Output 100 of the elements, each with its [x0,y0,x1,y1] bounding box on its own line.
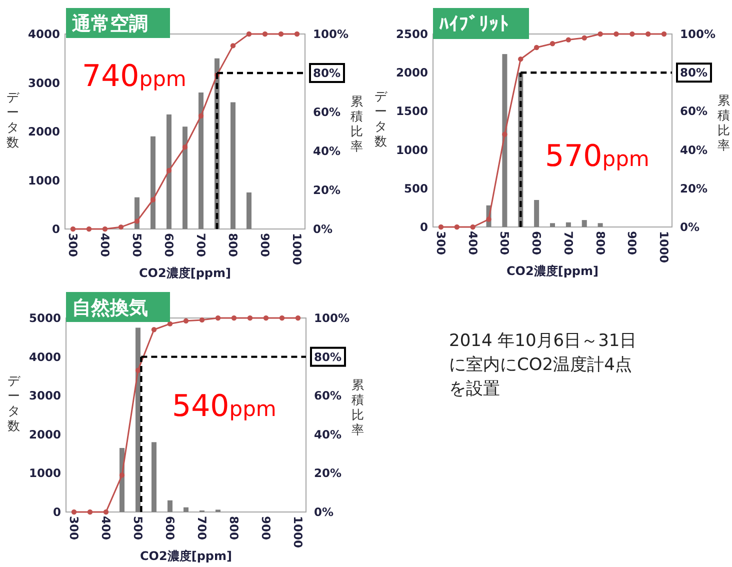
point [199,317,205,323]
y-tick-label: 3000 [28,388,61,403]
point [630,31,635,37]
x-tick-label: 500 [498,231,512,256]
point [438,224,444,230]
point [518,56,524,62]
bar [230,102,236,229]
bar [534,200,540,227]
point [246,31,252,37]
annotation: 540ppm [172,389,276,424]
bar [150,136,156,229]
point [183,318,189,324]
bar [598,223,603,227]
y-axis-title: データ数 [374,88,388,148]
bar [152,442,156,512]
x-axis-title: CO2濃度[ppm] [140,549,232,563]
x-tick-label: 600 [530,231,544,256]
y2-tick-label: 20% [314,466,342,480]
bar [550,223,555,227]
x-tick-label: 400 [99,516,113,540]
point [486,216,492,222]
x-tick-label: 300 [67,516,81,540]
point [661,31,667,37]
point [231,315,237,321]
point [550,41,556,46]
bar [566,222,571,227]
point [182,144,188,150]
point [454,224,460,230]
bar [582,220,587,227]
y2-tick-label: 80% [313,66,342,80]
y-tick-label: 2500 [396,27,428,41]
x-axis-title: CO2濃度[ppm] [138,266,232,280]
y2-tick-label: 60% [680,104,708,118]
x-tick-label: 400 [466,231,480,256]
y-axis-title: データ数 [8,373,22,433]
x-tick-label: 900 [625,231,640,256]
point [87,509,93,515]
point [102,226,108,232]
chart-title: 自然換気 [72,297,148,319]
point [294,31,300,37]
point [70,226,76,232]
y-tick-label: 1000 [28,466,61,480]
y2-tick-label: 60% [314,388,342,403]
y2-axis-title: 累積比率 [350,94,364,154]
x-tick-label: 700 [561,231,576,256]
y-tick-label: 0 [420,220,428,234]
y-tick-label: 4000 [28,350,61,364]
point [215,315,221,321]
point [118,224,124,230]
x-tick-label: 400 [98,233,112,258]
point [598,31,603,37]
x-tick-label: 500 [131,516,145,540]
y-tick-label: 1500 [396,104,428,118]
point [134,218,140,224]
y-tick-label: 0 [52,222,60,236]
point [150,197,156,202]
point [263,315,269,321]
y-tick-label: 5000 [28,311,61,325]
point [646,31,651,37]
point [166,168,172,174]
point [86,226,92,232]
y-tick-label: 2000 [396,66,428,80]
y2-tick-label: 100% [680,27,716,41]
point [119,472,125,478]
point [295,315,301,321]
y-tick-label: 1000 [28,173,60,188]
point [534,44,540,50]
x-tick-label: 900 [259,516,273,540]
point [502,132,508,137]
point [279,315,285,321]
y2-axis-title: 累積比率 [352,377,364,437]
y2-tick-label: 60% [313,105,342,119]
y2-tick-label: 0% [680,220,700,234]
point [582,35,587,40]
x-tick-label: 700 [195,516,209,540]
x-tick-label: 300 [434,231,448,256]
bar [502,54,508,227]
text: に室内にCO2温度計4点 [449,355,632,375]
point [566,37,572,42]
bar [168,500,172,512]
y2-axis-title: 累積比率 [718,92,730,152]
y2-tick-label: 20% [313,183,342,197]
x-tick-label: 1000 [657,231,672,264]
y-tick-label: 1000 [396,142,428,157]
bar [182,126,188,229]
point [151,327,157,332]
text: を設置 [449,379,500,399]
point [71,509,77,515]
point [262,31,268,37]
y2-tick-label: 100% [313,27,350,41]
point [198,113,204,118]
point [247,315,253,321]
y2-tick-label: 0% [313,222,333,236]
point [103,509,109,515]
x-tick-label: 600 [163,516,177,540]
annotation: 570ppm [545,139,650,174]
x-tick-label: 600 [162,233,176,258]
y2-tick-label: 20% [680,181,708,196]
point [167,321,173,326]
y-tick-label: 0 [52,505,61,519]
